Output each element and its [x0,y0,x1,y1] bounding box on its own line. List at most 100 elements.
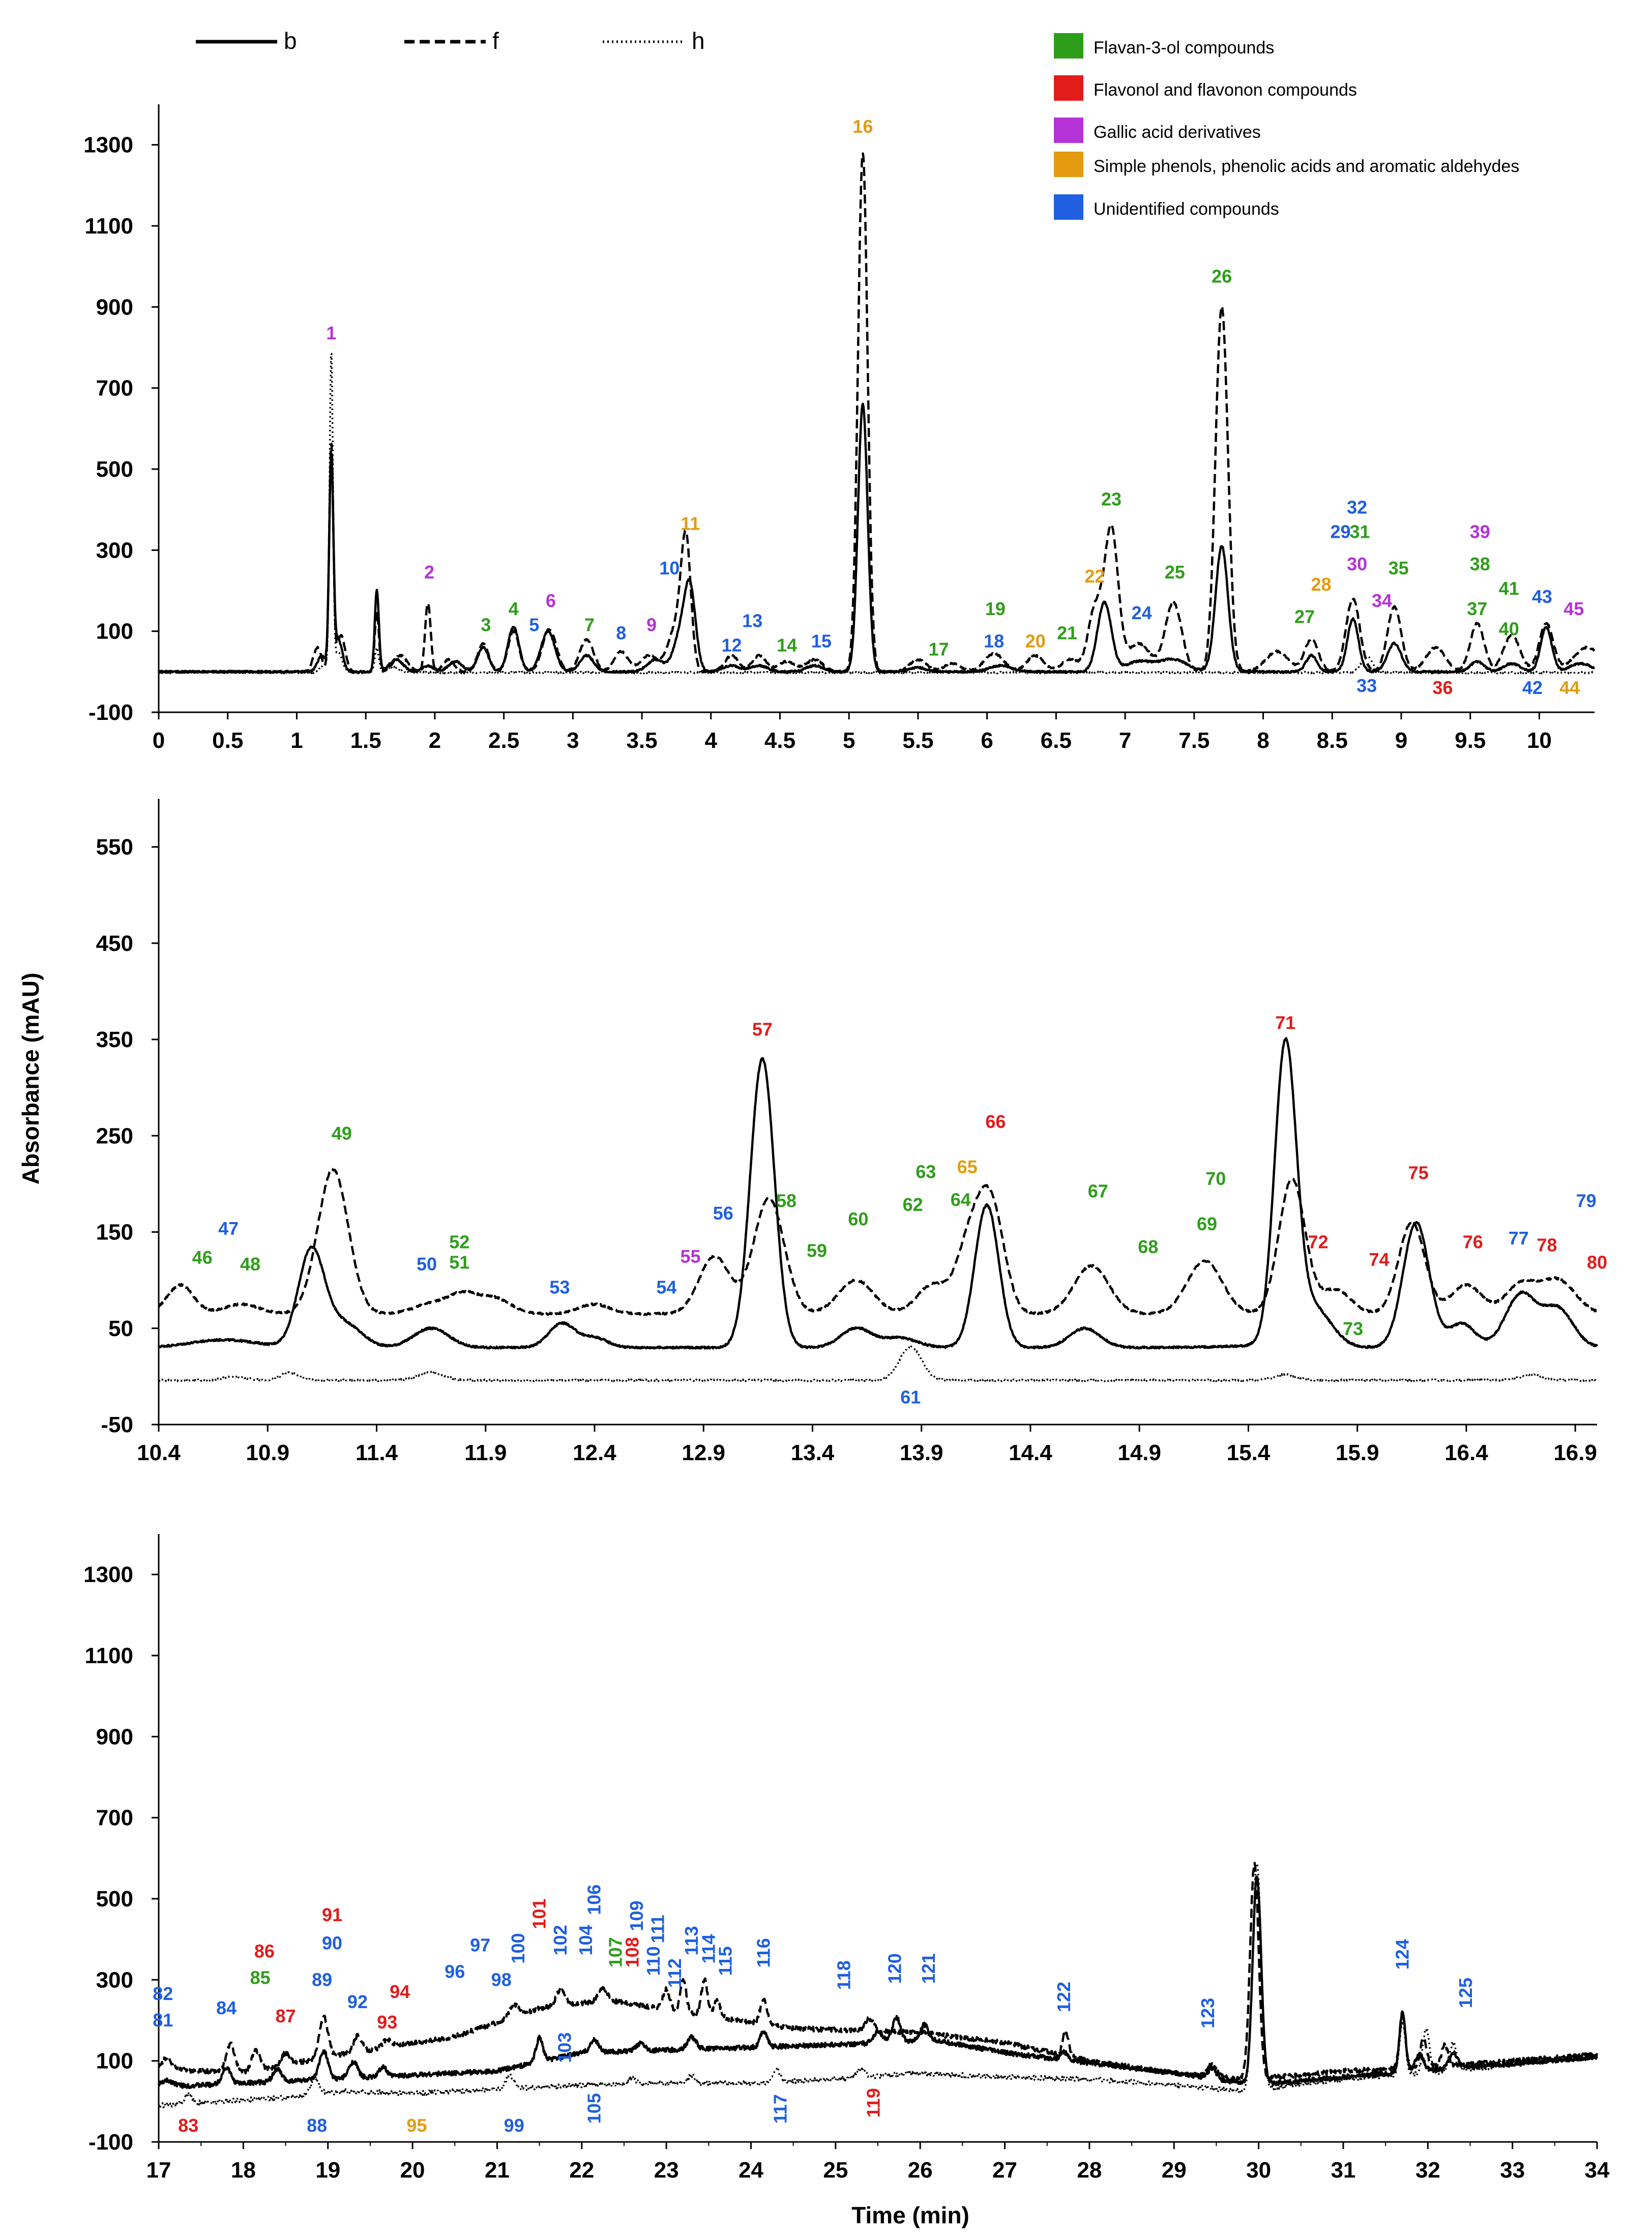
category-legend: Flavan-3-ol compounds Flavonol and flavo… [1054,33,1519,220]
legend-swatch-phenol [1054,152,1083,177]
x-tick-label: 34 [1585,2158,1610,2183]
peak-label: 50 [417,1254,437,1274]
peak-label: 76 [1463,1232,1483,1253]
legend-swatch-unknown [1054,194,1083,220]
peak-label: 3 [481,615,491,635]
peak-label: 51 [449,1252,469,1272]
x-tick-label: 9.5 [1455,728,1486,753]
peak-label: 27 [1294,606,1315,627]
legend-swatch-flavonol [1054,75,1083,101]
peak-label: 121 [918,1953,939,1984]
peak-label: 21 [1057,623,1077,644]
y-tick-label: 250 [96,1123,133,1148]
x-tick-label: 13.4 [791,1440,835,1465]
peak-label: 92 [347,1991,368,2012]
peak-label: 77 [1509,1228,1529,1249]
chart-panel-middle: -50 50 150 250 350 450 550 10.4 10.9 11.4 11.9 12.4… [96,799,1607,1465]
peak-label: 20 [1025,631,1046,652]
peak-label: 2 [424,562,434,583]
peak-label: 48 [240,1254,260,1274]
line-style-legend: b f h [196,27,705,54]
x-tick-label: 4.5 [764,728,795,753]
peak-label: 53 [549,1277,570,1298]
x-tick-label: 5.5 [902,728,933,753]
peak-label: 75 [1408,1163,1429,1183]
peak-label: 94 [390,1981,410,2002]
peak-label: 96 [445,1961,465,1982]
peak-label: 73 [1343,1318,1363,1339]
series-line-f-middle [159,1168,1599,1316]
x-tick-label: 9 [1395,728,1407,753]
x-axis-label: Time (min) [851,2202,969,2228]
x-tick-label: 8 [1257,728,1269,753]
series-line-h-top [159,353,1595,675]
peak-label: 47 [218,1218,239,1239]
peak-label: 10 [659,558,680,578]
peak-label: 41 [1499,578,1519,599]
y-tick-label: 300 [96,1967,133,1992]
peak-label: 116 [753,1938,774,1967]
x-tick-label: 10.9 [246,1440,289,1465]
x-tick-label: 8.5 [1317,728,1348,753]
y-tick-label: 1100 [85,1643,133,1668]
x-tick-label: 26 [908,2158,933,2183]
peak-label: 24 [1132,602,1152,623]
x-tick-label: 1.5 [350,728,381,753]
peak-label: 13 [742,611,762,631]
peak-label: 62 [903,1194,923,1215]
x-tick-label: 16.4 [1444,1440,1488,1465]
peak-label: 25 [1165,562,1185,583]
peak-label: 122 [1053,1982,1074,2012]
peak-label: 101 [529,1899,550,1929]
y-tick-label: -50 [101,1412,133,1437]
y-tick-label: 150 [96,1220,133,1245]
peak-label: 36 [1432,677,1453,698]
legend-text-phenol: Simple phenols, phenolic acids and aroma… [1094,157,1519,176]
peak-label: 40 [1499,619,1519,640]
peak-label: 66 [985,1111,1006,1132]
peak-label: 68 [1138,1236,1158,1257]
peak-label: 55 [680,1246,700,1267]
x-tick-label: 22 [569,2158,594,2183]
legend-label-f: f [492,27,499,54]
peak-label: 9 [646,615,657,635]
x-tick-label: 33 [1500,2158,1525,2183]
peak-label: 109 [626,1901,647,1931]
x-tick-label: 17 [146,2158,171,2183]
peak-label: 114 [698,1934,719,1963]
peak-label: 43 [1532,586,1552,607]
peak-label: 82 [153,1983,173,2004]
x-tick-label: 10 [1527,728,1552,753]
peak-label: 28 [1311,574,1331,595]
peak-label: 18 [984,631,1004,652]
peak-label: 100 [508,1933,528,1963]
peak-label: 59 [807,1240,827,1261]
peak-label: 44 [1559,677,1580,698]
x-tick-label: 20 [400,2158,425,2183]
y-tick-label: 1300 [83,133,133,158]
peak-label: 8 [616,623,626,644]
x-tick-label: 7 [1119,728,1131,753]
peak-label: 34 [1372,590,1392,611]
peak-label: 46 [192,1247,213,1268]
peak-label: 15 [811,631,832,652]
x-tick-label: 6 [981,728,993,753]
legend-swatch-flavanol [1054,33,1083,59]
x-tick-label: 21 [485,2158,510,2183]
peak-label: 12 [721,635,742,656]
y-tick-label: -100 [88,2130,133,2155]
peak-label: 125 [1455,1978,1476,2008]
peak-label: 117 [770,2094,791,2124]
series-line-b-bottom [159,1875,1599,2090]
peak-label: 58 [776,1190,796,1211]
peak-label: 42 [1522,677,1543,698]
peak-label: 63 [916,1162,936,1182]
y-tick-label: 100 [96,2049,133,2074]
peak-label: 11 [681,513,700,534]
peak-label: 87 [275,2006,296,2026]
peak-label: 29 [1330,521,1350,542]
y-tick-label: 350 [96,1027,133,1052]
x-tick-label: 1 [290,728,303,753]
peak-label: 23 [1101,489,1122,510]
